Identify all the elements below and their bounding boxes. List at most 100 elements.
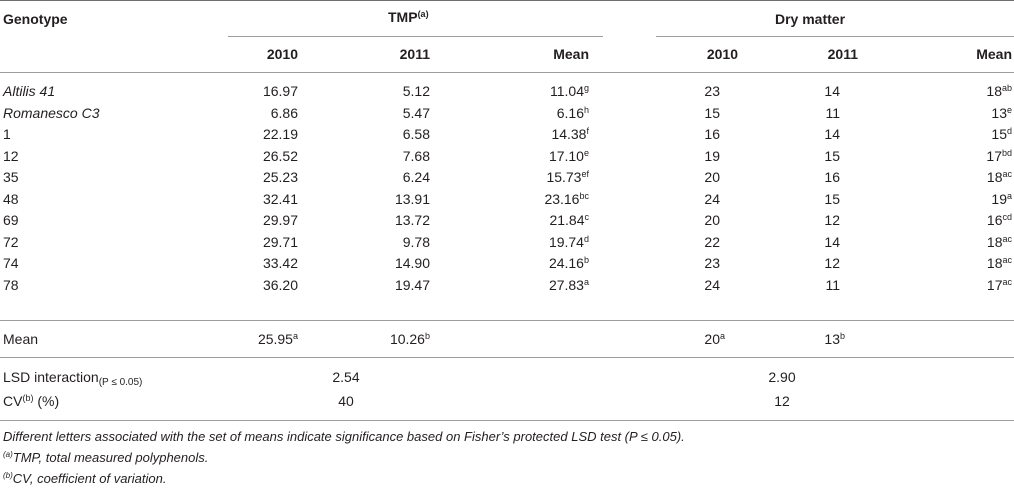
- cell-significance-letter: bd: [1001, 148, 1012, 158]
- cv-row-label-text: CV: [3, 393, 23, 409]
- cell-significance-letter: d: [1006, 126, 1012, 136]
- cell-dm2011: 15: [780, 148, 840, 165]
- lsd-row-label-text: LSD interaction: [3, 369, 99, 385]
- cell-dmMean: 18ac: [930, 234, 1012, 251]
- cell-dmMean: 18ac: [930, 169, 1012, 186]
- cell-dm2010: 20: [660, 212, 720, 229]
- cell-significance-letter: a: [1006, 191, 1012, 201]
- cell-value: 13: [991, 105, 1007, 121]
- mean-row-tmp-2010-value: 25.95: [257, 331, 293, 347]
- cell-dm2011: 12: [780, 212, 840, 229]
- cell-tmp2011: 14.90: [362, 255, 430, 272]
- cell-value: 12: [824, 255, 840, 271]
- footnote-significance: Different letters associated with the se…: [3, 429, 685, 444]
- cell-tmpMean: 6.16h: [500, 105, 589, 122]
- cell-significance-letter: cd: [1002, 212, 1012, 222]
- cell-dm2010: 22: [660, 234, 720, 251]
- cell-value: 18: [986, 255, 1003, 271]
- cell-dm2011: 16: [780, 169, 840, 186]
- cell-genotype: 48: [3, 191, 203, 208]
- cell-value: 6.24: [402, 169, 430, 185]
- cell-value: 19: [704, 148, 720, 164]
- cell-significance-letter: bc: [579, 191, 589, 201]
- cell-tmp2011: 19.47: [362, 277, 430, 294]
- cell-value: 5.47: [402, 105, 430, 121]
- cell-genotype: Altilis 41: [3, 83, 203, 100]
- cell-value: 24: [704, 277, 720, 293]
- cell-value: 24: [704, 191, 720, 207]
- cell-value: Romanesco C3: [3, 105, 100, 121]
- cell-dm2011: 11: [780, 277, 840, 294]
- cell-value: 16: [986, 212, 1003, 228]
- cell-dmMean: 13e: [930, 105, 1012, 122]
- cell-dm2010: 24: [660, 191, 720, 208]
- cell-value: Altilis 41: [3, 83, 56, 99]
- cell-value: 19: [991, 191, 1007, 207]
- header-genotype: Genotype: [3, 11, 68, 27]
- cell-value: 29.97: [262, 212, 298, 228]
- header-tmp-mean: Mean: [553, 46, 589, 62]
- cell-value: 16.97: [262, 83, 298, 99]
- cell-significance-letter: ac: [1002, 234, 1012, 244]
- cell-significance-letter: c: [584, 212, 590, 222]
- cell-value: 14.38: [551, 126, 587, 142]
- cell-value: 36.20: [262, 277, 298, 293]
- cell-tmpMean: 19.74d: [500, 234, 589, 251]
- mean-row-dm-2011-sup: b: [839, 331, 845, 341]
- cell-tmp2010: 33.42: [230, 255, 298, 272]
- mean-row-tmp-2011: 10.26b: [340, 331, 430, 348]
- cell-significance-letter: h: [583, 105, 589, 115]
- cell-tmp2010: 36.20: [230, 277, 298, 294]
- header-tmp-label: TMP: [388, 9, 418, 25]
- cell-significance-letter: b: [583, 255, 589, 265]
- cell-value: 20: [704, 212, 720, 228]
- cell-tmp2010: 6.86: [230, 105, 298, 122]
- cell-dmMean: 17bd: [930, 148, 1012, 165]
- header-dry-matter: Dry matter: [775, 11, 846, 27]
- cell-dm2010: 23: [660, 255, 720, 272]
- cell-tmp2010: 25.23: [230, 169, 298, 186]
- cell-value: 6.58: [402, 126, 430, 142]
- cell-value: 17: [986, 277, 1003, 293]
- table-bottom-rule: [0, 420, 1014, 421]
- cell-value: 18: [986, 169, 1003, 185]
- mean-row-tmp-2010: 25.95a: [210, 331, 298, 348]
- cell-value: 17: [986, 148, 1002, 164]
- cell-significance-letter: ab: [1001, 83, 1012, 93]
- cell-value: 21.84: [549, 212, 585, 228]
- cell-value: 23: [704, 255, 720, 271]
- cell-significance-letter: ac: [1002, 169, 1012, 179]
- header-dm-2011: 2011: [827, 46, 858, 62]
- cell-value: 12: [824, 212, 840, 228]
- cell-value: 23: [704, 83, 720, 99]
- cell-dm2010: 16: [660, 126, 720, 143]
- cell-tmp2011: 6.24: [362, 169, 430, 186]
- cell-significance-letter: g: [583, 83, 589, 93]
- cell-value: 13.91: [394, 191, 430, 207]
- cell-value: 22.19: [262, 126, 298, 142]
- cell-tmpMean: 11.04g: [500, 83, 589, 100]
- cell-significance-letter: ef: [581, 169, 589, 179]
- footnote-tmp-sup: (a): [3, 450, 13, 459]
- cell-genotype: 78: [3, 277, 203, 294]
- cell-value: 35: [3, 169, 19, 185]
- header-tmp: TMP(a): [388, 9, 429, 26]
- cell-value: 14.90: [394, 255, 430, 271]
- cell-value: 18: [986, 234, 1003, 250]
- cell-significance-letter: ac: [1002, 277, 1012, 287]
- cell-tmpMean: 24.16b: [500, 255, 589, 272]
- header-dm-mean: Mean: [976, 46, 1012, 62]
- cell-value: 33.42: [262, 255, 298, 271]
- cell-tmp2011: 5.47: [362, 105, 430, 122]
- cv-row-tmp: 40: [338, 393, 354, 409]
- cell-genotype: Romanesco C3: [3, 105, 203, 122]
- cv-row-label-sup: (b): [22, 393, 34, 403]
- cell-value: 19.47: [394, 277, 430, 293]
- cell-dm2010: 15: [660, 105, 720, 122]
- cell-tmp2011: 13.91: [362, 191, 430, 208]
- cell-tmp2010: 26.52: [230, 148, 298, 165]
- cell-value: 78: [3, 277, 19, 293]
- cell-tmp2011: 7.68: [362, 148, 430, 165]
- cell-dmMean: 19a: [930, 191, 1012, 208]
- cell-tmpMean: 27.83a: [500, 277, 589, 294]
